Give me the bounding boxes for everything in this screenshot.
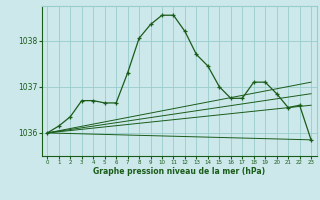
X-axis label: Graphe pression niveau de la mer (hPa): Graphe pression niveau de la mer (hPa) <box>93 167 265 176</box>
